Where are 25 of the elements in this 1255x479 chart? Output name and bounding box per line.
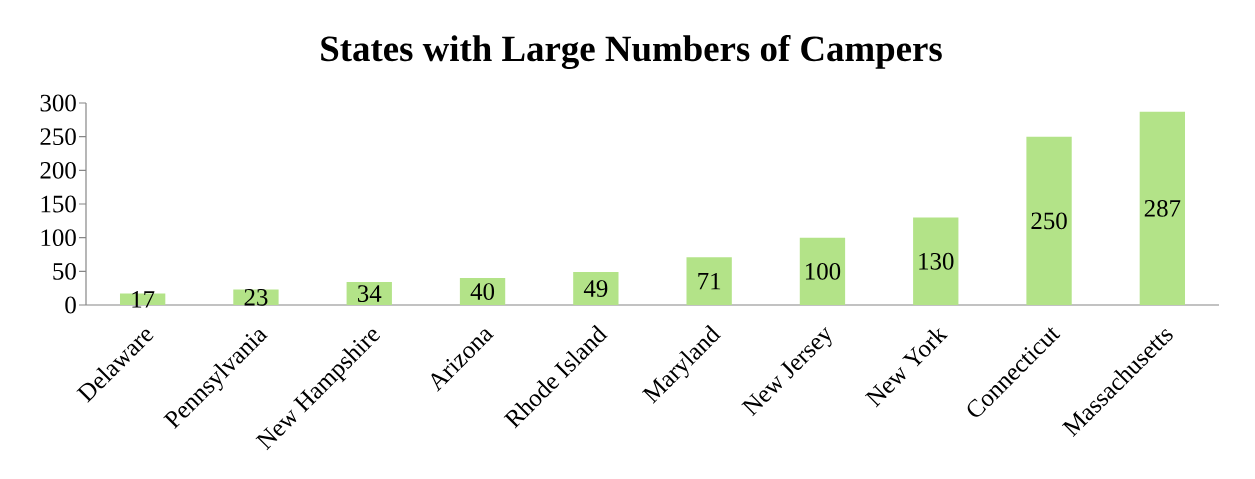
y-tick-label: 50 — [53, 262, 76, 280]
data-label: 34 — [357, 285, 382, 302]
data-label: 40 — [470, 283, 495, 300]
bar — [686, 257, 732, 305]
data-label: 17 — [132, 291, 155, 308]
bar — [1026, 136, 1072, 305]
bar — [573, 272, 619, 305]
y-tick-label: 300 — [40, 94, 76, 112]
data-label: 100 — [805, 262, 841, 280]
data-label: 71 — [698, 272, 721, 290]
data-label: 130 — [919, 252, 954, 270]
data-label: 287 — [1144, 199, 1181, 217]
data-label: 250 — [1031, 212, 1067, 230]
bar — [913, 217, 959, 305]
chart-title: States with Large Numbers of Campers — [321, 34, 942, 70]
bar — [799, 237, 846, 305]
y-tick-label: 100 — [41, 229, 76, 247]
data-label: 49 — [583, 280, 608, 297]
data-label: 23 — [244, 288, 268, 306]
x-tick-label: New York — [864, 328, 948, 408]
y-tick-label: 0 — [65, 296, 76, 314]
bar — [1139, 111, 1186, 305]
y-tick-label: 250 — [40, 128, 76, 146]
y-tick-label: 150 — [41, 195, 76, 213]
y-tick-label: 200 — [40, 161, 76, 179]
